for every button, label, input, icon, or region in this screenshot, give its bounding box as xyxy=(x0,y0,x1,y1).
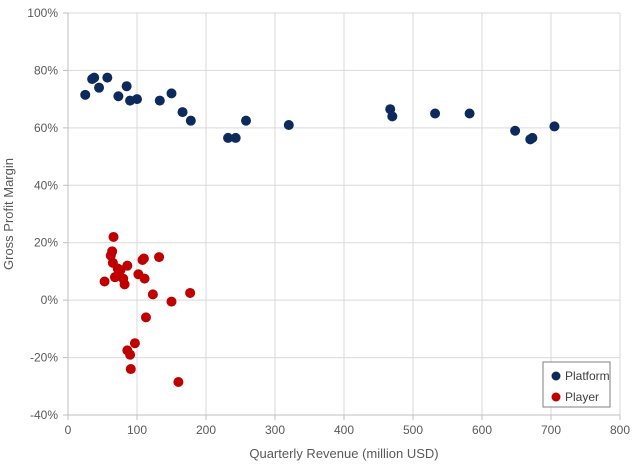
data-point-platform xyxy=(510,125,521,136)
y-tick-label: -20% xyxy=(30,351,58,365)
data-point-platform xyxy=(185,115,196,126)
data-point-platform xyxy=(241,115,252,126)
x-tick-label: 300 xyxy=(265,423,285,437)
data-point-platform xyxy=(549,121,560,132)
data-point-player xyxy=(99,276,110,287)
data-point-player xyxy=(140,312,151,323)
data-point-player xyxy=(173,376,184,387)
y-tick-label: 60% xyxy=(34,121,58,135)
data-point-platform xyxy=(89,72,100,83)
data-points xyxy=(80,72,560,387)
data-point-player xyxy=(108,231,119,242)
data-point-platform xyxy=(154,95,165,106)
x-tick-label: 200 xyxy=(196,423,216,437)
data-point-player xyxy=(154,252,165,263)
data-point-platform xyxy=(430,108,441,119)
grid-lines xyxy=(68,12,621,415)
y-tick-label: 100% xyxy=(27,6,58,20)
data-point-platform xyxy=(113,91,124,102)
data-point-player xyxy=(107,246,118,257)
tick-labels: 0 100 200 300 400 500 600 700 800 -40% -20% 0% 20% 40… xyxy=(27,6,630,437)
data-point-platform xyxy=(387,111,398,122)
data-point-player xyxy=(125,349,136,360)
data-point-platform xyxy=(177,107,188,118)
data-point-player xyxy=(147,289,158,300)
y-tick-label: 40% xyxy=(34,178,58,192)
data-point-platform xyxy=(102,72,113,83)
y-tick-label: 80% xyxy=(34,63,58,77)
legend-marker-player xyxy=(551,392,561,402)
data-point-platform xyxy=(223,132,234,143)
x-tick-label: 0 xyxy=(65,423,72,437)
x-tick-label: 700 xyxy=(541,423,561,437)
data-point-player xyxy=(125,364,136,375)
data-point-player xyxy=(138,253,149,264)
data-point-player xyxy=(139,273,150,284)
x-tick-label: 400 xyxy=(334,423,354,437)
data-point-platform xyxy=(94,82,105,93)
data-point-platform xyxy=(283,119,294,130)
data-point-player xyxy=(185,287,196,298)
data-point-player xyxy=(122,260,133,271)
data-point-platform xyxy=(527,132,538,143)
y-tick-label: -40% xyxy=(30,408,58,422)
y-tick-label: 0% xyxy=(41,293,59,307)
data-point-platform xyxy=(464,108,475,119)
data-point-platform xyxy=(80,89,91,100)
data-point-player xyxy=(166,296,177,307)
data-point-platform xyxy=(166,88,177,99)
y-tick-label: 20% xyxy=(34,236,58,250)
x-tick-label: 500 xyxy=(403,423,423,437)
data-point-platform xyxy=(121,81,132,92)
x-axis-title: Quarterly Revenue (million USD) xyxy=(249,446,438,461)
data-point-platform xyxy=(132,94,142,105)
legend-label-platform: Platform xyxy=(565,369,610,383)
x-tick-label: 100 xyxy=(127,423,147,437)
x-tick-label: 800 xyxy=(610,423,630,437)
legend: Platform Player xyxy=(542,361,611,408)
data-point-player xyxy=(129,338,140,349)
data-point-platform xyxy=(230,132,241,143)
axes xyxy=(63,12,621,420)
legend-marker-platform xyxy=(551,371,561,381)
data-point-player xyxy=(119,279,130,290)
legend-label-player: Player xyxy=(565,390,599,404)
y-axis-title: Gross Profit Margin xyxy=(1,158,16,270)
x-tick-label: 600 xyxy=(472,423,492,437)
